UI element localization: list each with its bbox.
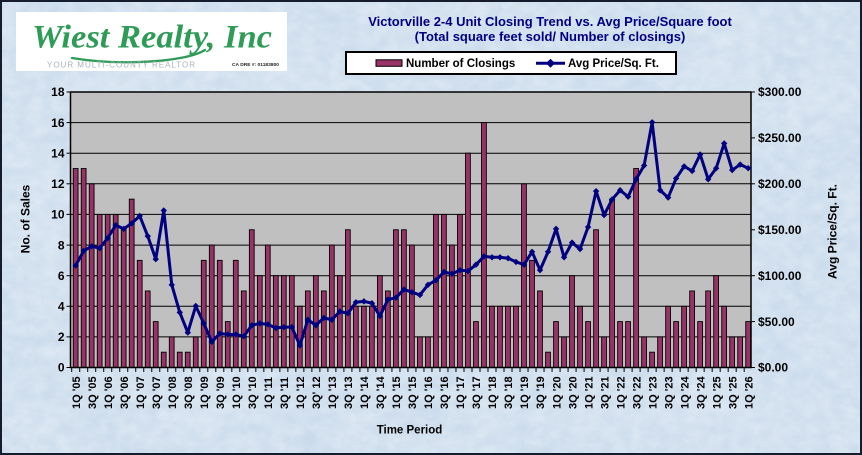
svg-text:3Q '20: 3Q '20 (567, 376, 579, 409)
svg-text:8: 8 (58, 238, 65, 252)
svg-text:1Q '18: 1Q '18 (487, 376, 499, 409)
svg-text:3Q '08: 3Q '08 (183, 376, 195, 409)
svg-text:$300.00: $300.00 (758, 85, 802, 99)
svg-text:1Q '16: 1Q '16 (423, 376, 435, 409)
svg-text:1Q '08: 1Q '08 (167, 376, 179, 409)
svg-text:No. of Sales: No. of Sales (19, 184, 33, 253)
svg-text:3Q '11: 3Q '11 (279, 377, 291, 409)
svg-text:3Q '16: 3Q '16 (439, 376, 451, 409)
svg-text:1Q '14: 1Q '14 (359, 376, 371, 409)
svg-text:$0.00: $0.00 (758, 361, 788, 375)
svg-text:1Q '17: 1Q '17 (455, 376, 467, 409)
svg-text:1Q '24: 1Q '24 (679, 376, 691, 409)
svg-text:1Q '22: 1Q '22 (615, 376, 627, 409)
svg-text:3Q '05: 3Q '05 (87, 376, 99, 409)
svg-text:1Q '25: 1Q '25 (711, 376, 723, 409)
svg-text:1Q '21: 1Q '21 (583, 376, 595, 409)
svg-text:1Q '12: 1Q '12 (295, 376, 307, 409)
svg-text:$50.00: $50.00 (758, 315, 795, 329)
svg-text:6: 6 (58, 269, 65, 283)
svg-text:$200.00: $200.00 (758, 177, 802, 191)
svg-text:3Q '17: 3Q '17 (471, 376, 483, 409)
svg-text:YOUR MULTI-COUNTY REALTOR: YOUR MULTI-COUNTY REALTOR (47, 59, 196, 69)
svg-text:14: 14 (51, 146, 65, 160)
svg-text:1Q '11: 1Q '11 (263, 377, 275, 409)
svg-text:Time Period: Time Period (377, 425, 443, 437)
svg-text:3Q '10: 3Q '10 (247, 376, 259, 409)
svg-text:18: 18 (51, 85, 65, 99)
svg-text:Avg Price/Sq. Ft.: Avg Price/Sq. Ft. (568, 58, 659, 70)
svg-text:$100.00: $100.00 (758, 269, 802, 283)
svg-text:CA DRE #: 01183800: CA DRE #: 01183800 (232, 61, 279, 66)
svg-text:3Q '25: 3Q '25 (727, 376, 739, 409)
svg-text:1Q '23: 1Q '23 (647, 376, 659, 409)
svg-text:1Q '20: 1Q '20 (551, 376, 563, 409)
svg-text:Wiest Realty, Inc: Wiest Realty, Inc (32, 19, 272, 55)
svg-text:1Q '13: 1Q '13 (327, 376, 339, 409)
svg-text:3Q '21: 3Q '21 (599, 376, 611, 409)
svg-text:1Q '07: 1Q '07 (135, 376, 147, 409)
svg-text:12: 12 (51, 177, 65, 191)
svg-text:1Q '09: 1Q '09 (199, 376, 211, 409)
svg-text:1Q '06: 1Q '06 (103, 376, 115, 409)
svg-text:$150.00: $150.00 (758, 223, 802, 237)
svg-text:2: 2 (58, 330, 65, 344)
svg-text:1Q '26: 1Q '26 (743, 376, 755, 409)
svg-text:1Q '19: 1Q '19 (519, 376, 531, 409)
svg-text:0: 0 (58, 361, 65, 375)
svg-text:16: 16 (51, 116, 65, 130)
svg-text:3Q '07: 3Q '07 (151, 376, 163, 409)
svg-text:Avg Price/Sq. Ft.: Avg Price/Sq. Ft. (826, 184, 840, 279)
svg-text:3Q '19: 3Q '19 (535, 376, 547, 409)
svg-text:1Q '10: 1Q '10 (231, 376, 243, 409)
svg-text:3Q '15: 3Q '15 (407, 376, 419, 409)
svg-text:3Q '09: 3Q '09 (215, 376, 227, 409)
svg-text:3Q '22: 3Q '22 (631, 376, 643, 409)
svg-text:3Q '23: 3Q '23 (663, 376, 675, 409)
svg-text:$250.00: $250.00 (758, 131, 802, 145)
svg-text:3Q '14: 3Q '14 (375, 376, 387, 409)
svg-text:3Q' 12: 3Q' 12 (311, 376, 323, 409)
svg-text:1Q '15: 1Q '15 (391, 376, 403, 409)
svg-text:4: 4 (58, 300, 65, 314)
svg-text:3Q '13: 3Q '13 (343, 376, 355, 409)
svg-text:3Q '24: 3Q '24 (695, 376, 707, 409)
svg-text:3Q '18: 3Q '18 (503, 376, 515, 409)
svg-text:10: 10 (51, 208, 65, 222)
svg-text:1Q '05: 1Q '05 (71, 376, 83, 409)
svg-text:3Q '06: 3Q '06 (119, 376, 131, 409)
svg-text:Number of Closings: Number of Closings (406, 58, 515, 70)
